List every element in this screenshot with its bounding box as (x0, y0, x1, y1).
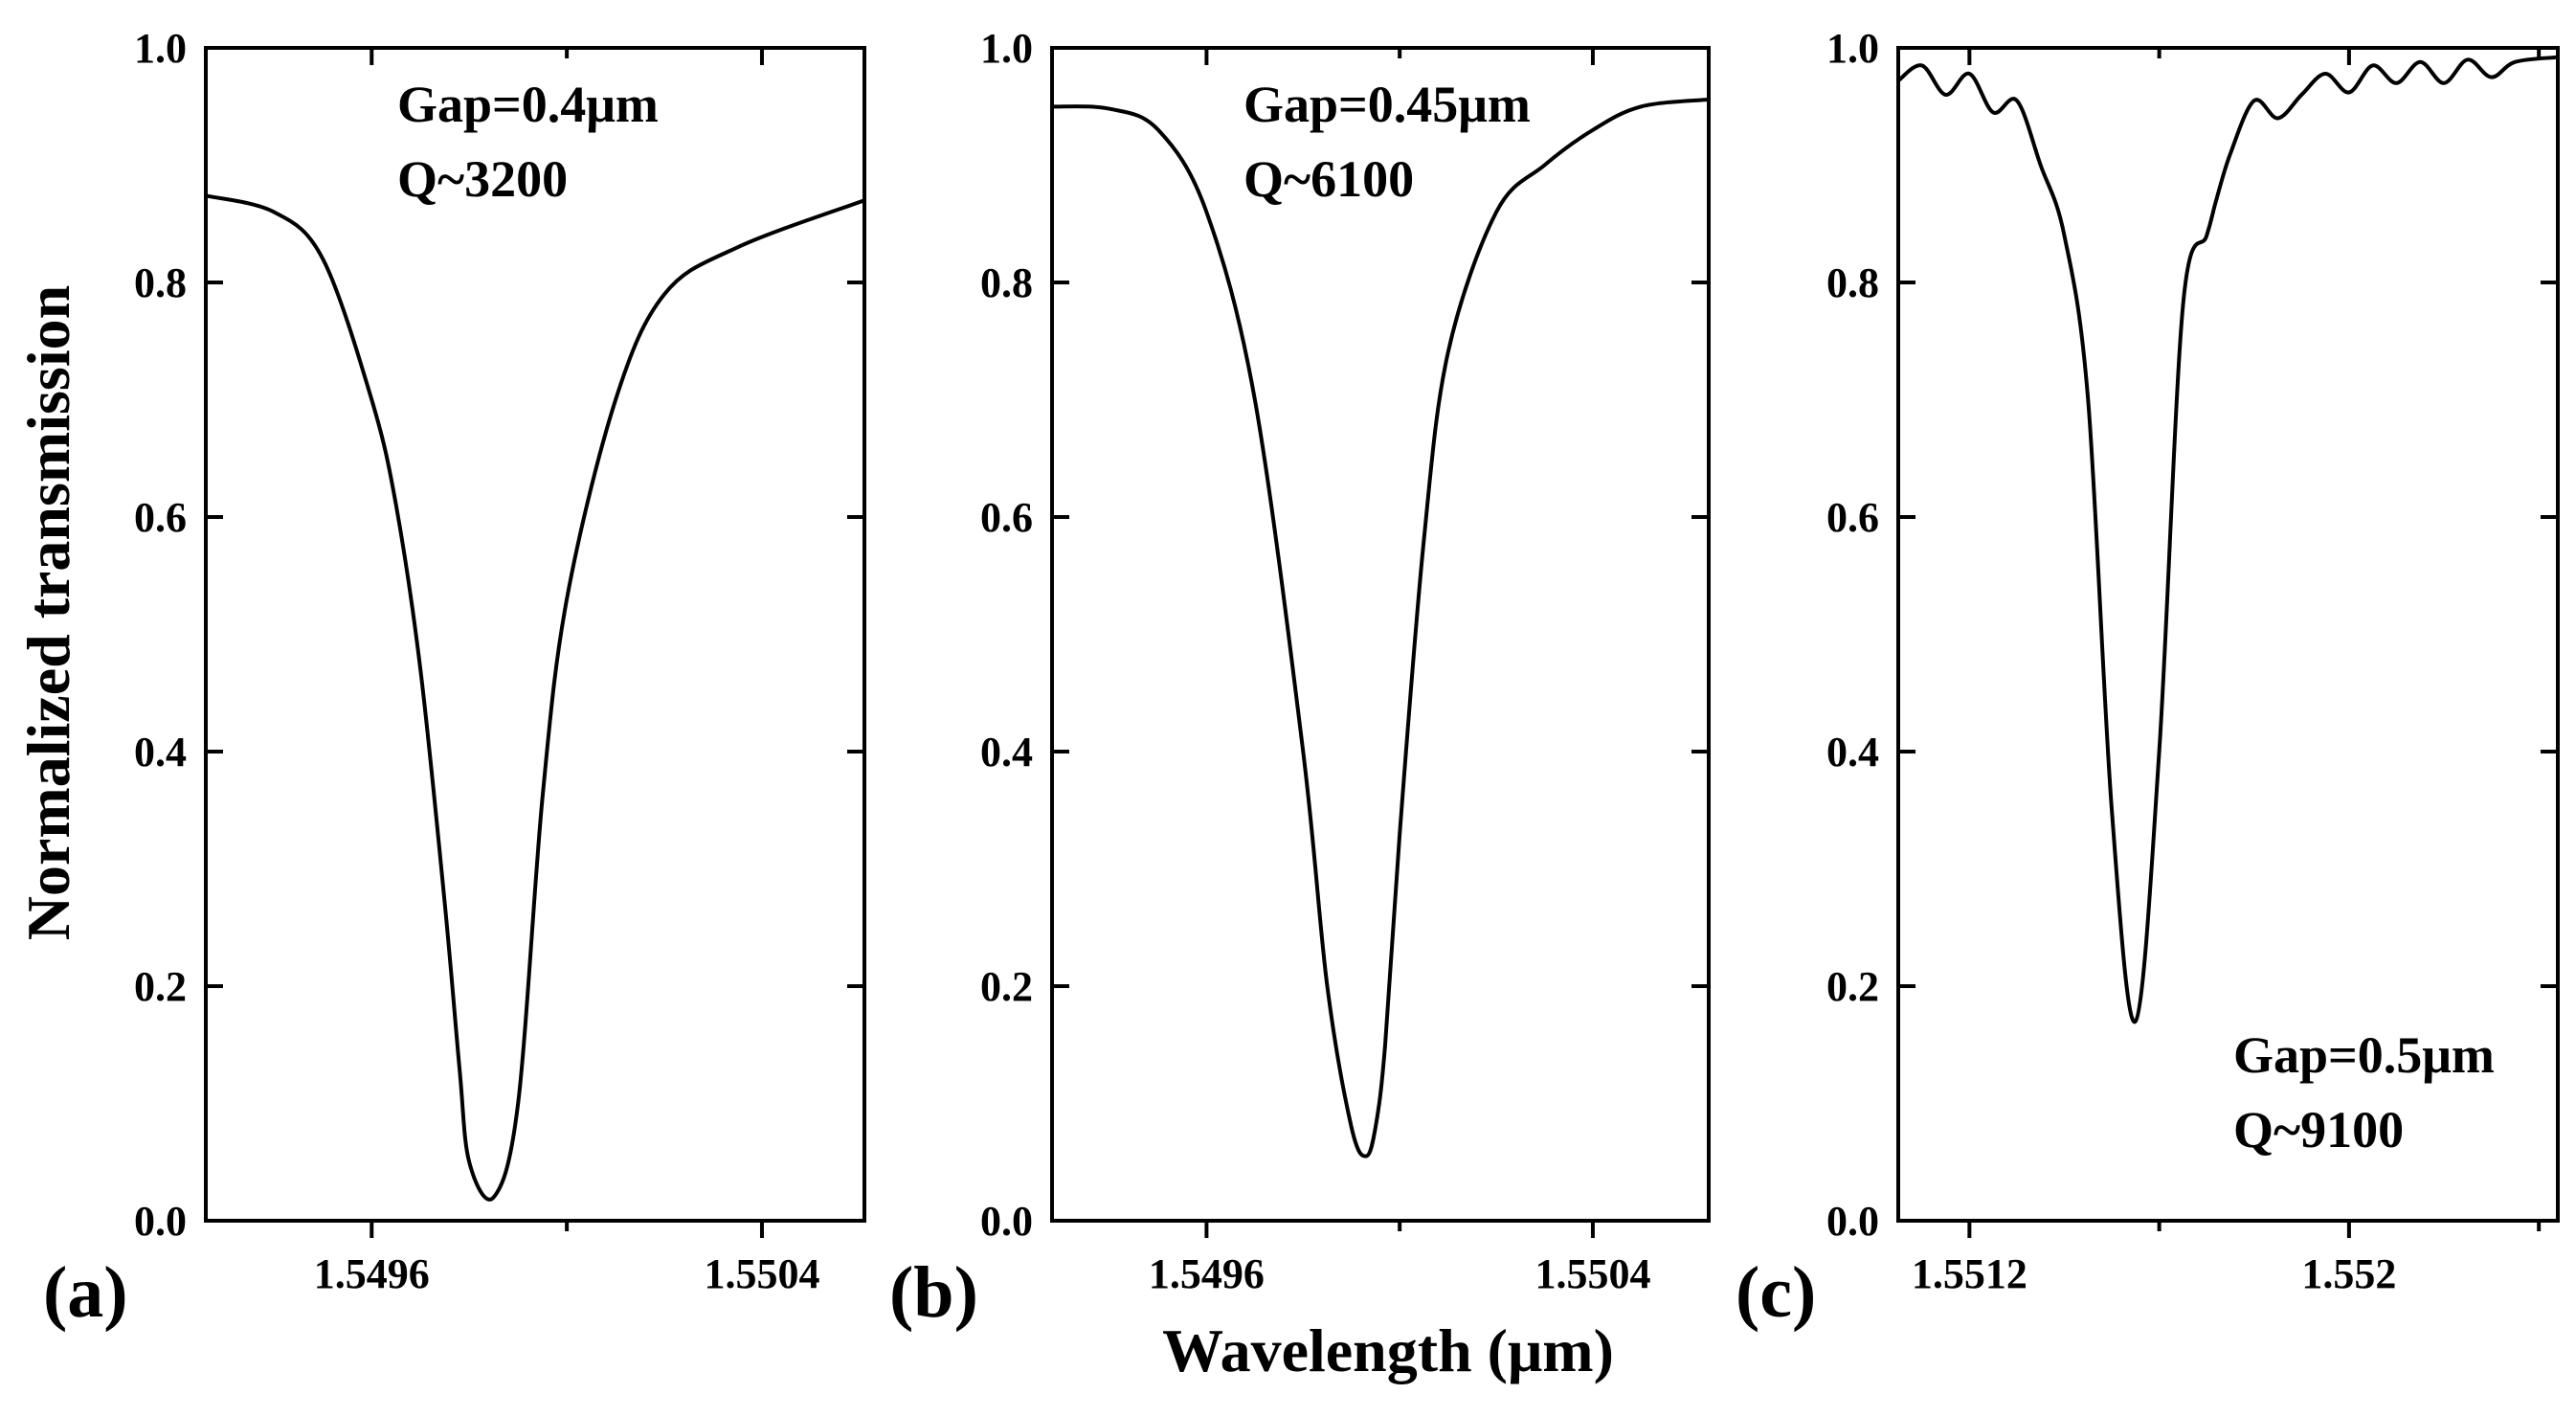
plot-frame (204, 46, 866, 1223)
transmission-curve (205, 193, 865, 1202)
y-tick-label: 1.0 (1826, 25, 1879, 72)
x-tick-label: 1.5512 (1912, 1250, 2027, 1297)
y-tick-label: 0.8 (1826, 259, 1879, 306)
annotation-q: Q~3200 (397, 150, 568, 208)
x-tick-label: 1.5504 (704, 1250, 819, 1297)
x-tick-label: 1.5504 (1534, 1250, 1650, 1297)
panel-1: 0.0 0.2 0.4 0.6 0.8 1.0 1.5496 1.5504 Gap=0.45μm… (889, 25, 1711, 1333)
y-tick-label: 0.6 (980, 494, 1033, 541)
y-tick-label: 0.8 (134, 259, 187, 306)
y-tick-label: 0.6 (1826, 494, 1879, 541)
x-axis-title: Wavelength (μm) (1162, 1316, 1614, 1384)
annotation-gap: Gap=0.5μm (2233, 1026, 2495, 1084)
x-tick-label: 1.552 (2301, 1250, 2396, 1297)
y-tick-label: 0.6 (134, 494, 187, 541)
y-axis-title: Normalized transmission (14, 285, 82, 940)
y-tick-label: 0.0 (1826, 1198, 1879, 1245)
y-tick-label: 0.4 (134, 729, 187, 776)
annotation-q: Q~9100 (2233, 1101, 2404, 1158)
x-tick-label: 1.5496 (314, 1250, 430, 1297)
panel-0: 0.0 0.2 0.4 0.6 0.8 1.0 1.5496 1.5504 Gap=0.4μm Q… (43, 25, 866, 1333)
y-tick-label: 0.2 (134, 963, 187, 1010)
annotation-q: Q~6100 (1243, 150, 1414, 208)
x-tick-label: 1.5496 (1149, 1250, 1265, 1297)
y-tick-label: 0.0 (134, 1198, 187, 1245)
annotation-gap: Gap=0.4μm (397, 76, 659, 133)
plot-frame (1896, 46, 2560, 1223)
y-tick-label: 0.4 (980, 729, 1033, 776)
panel-label: (c) (1736, 1252, 1816, 1333)
y-tick-label: 1.0 (980, 25, 1033, 72)
y-tick-label: 0.2 (980, 963, 1033, 1010)
transmission-curve (1051, 97, 1710, 1158)
y-tick-label: 0.0 (980, 1198, 1033, 1245)
y-tick-label: 0.2 (1826, 963, 1879, 1010)
panels: 0.0 0.2 0.4 0.6 0.8 1.0 1.5496 1.5504 Gap=0.4μm Q… (43, 25, 2560, 1333)
transmission-curve (1896, 55, 2559, 1024)
y-tick-label: 0.4 (1826, 729, 1879, 776)
panel-label: (b) (889, 1252, 978, 1333)
panel-label: (a) (43, 1252, 128, 1333)
y-tick-label: 1.0 (134, 25, 187, 72)
panel-2: 0.0 0.2 0.4 0.6 0.8 1.0 1.5512 1.552 Gap=0.5μm Q~… (1736, 25, 2560, 1333)
plot-frame (1050, 46, 1711, 1223)
y-tick-label: 0.8 (980, 259, 1033, 306)
annotation-gap: Gap=0.45μm (1243, 76, 1531, 133)
